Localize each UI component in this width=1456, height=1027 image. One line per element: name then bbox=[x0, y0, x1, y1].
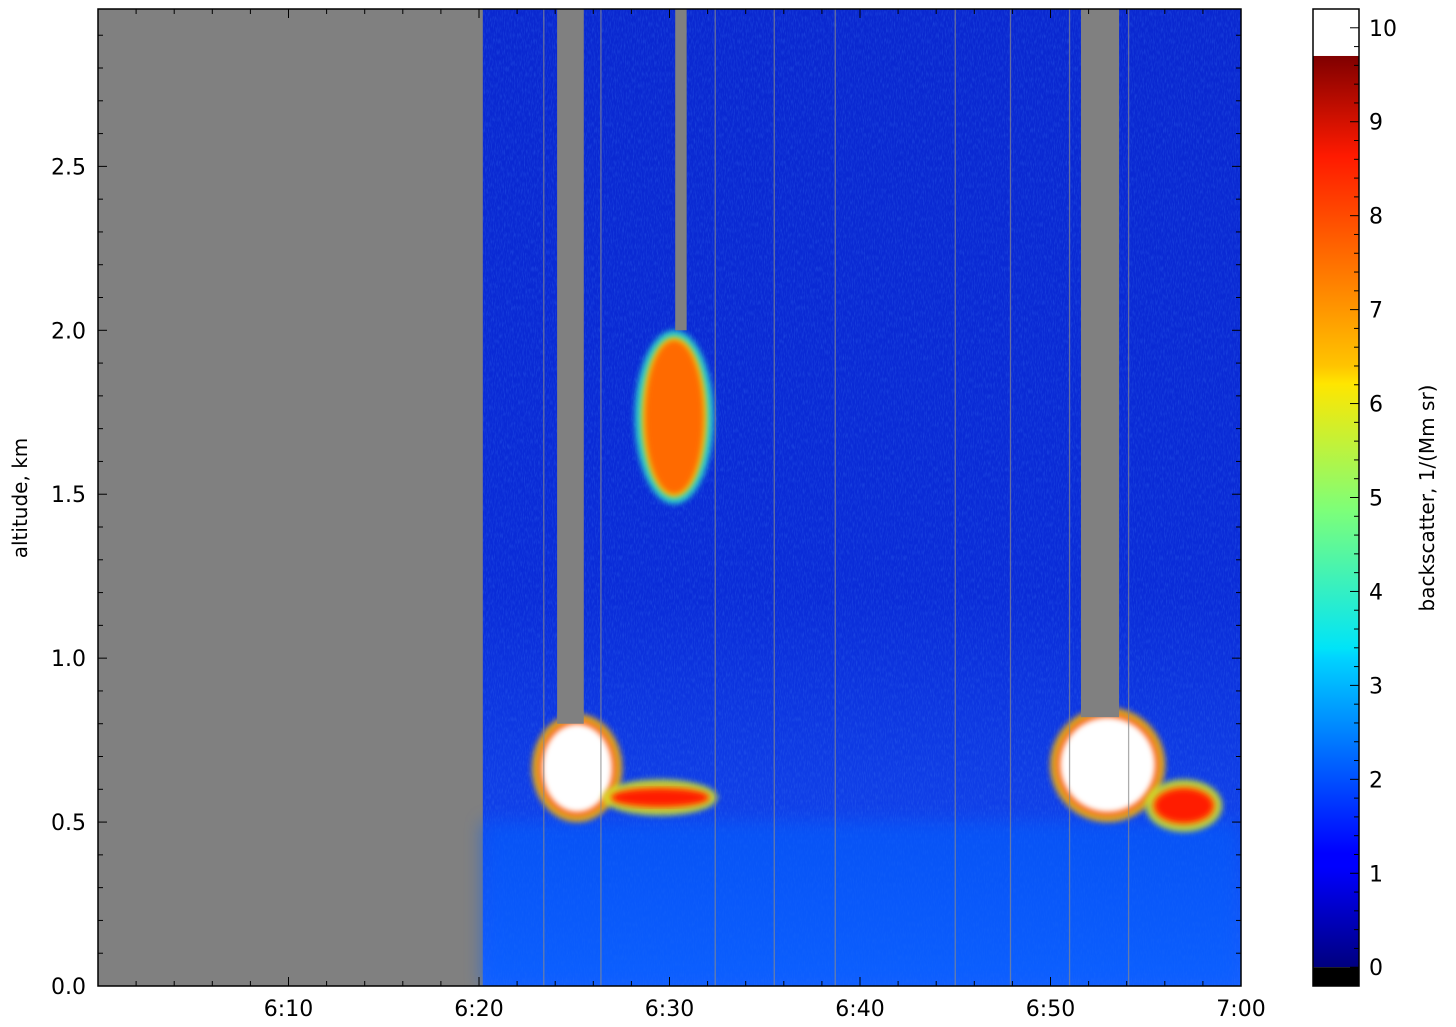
y-tick-label: 1.0 bbox=[51, 647, 86, 672]
y-axis-label: altitude, km bbox=[8, 438, 32, 559]
cloud-region-7 bbox=[1155, 789, 1213, 823]
y-tick-label: 1.5 bbox=[51, 483, 86, 508]
colorbar-tick-label: 1 bbox=[1369, 862, 1383, 887]
colorbar: 0 1 2 3 4 5 6 7 8 9 10 bbox=[1312, 8, 1397, 987]
y-tick-label: 2.5 bbox=[51, 155, 86, 180]
y-axis: 0.0 0.5 1.0 1.5 2.0 2.5 bbox=[51, 34, 1241, 1000]
colorbar-tick-label: 3 bbox=[1369, 674, 1383, 699]
colorbar-tick-label: 7 bbox=[1369, 299, 1383, 324]
plot-area bbox=[98, 9, 1241, 986]
x-tick-label: 6:10 bbox=[264, 997, 313, 1022]
x-tick-label: 7:00 bbox=[1216, 997, 1265, 1022]
colorbar-tick-label: 2 bbox=[1369, 768, 1383, 793]
y-tick-label: 0.5 bbox=[51, 811, 86, 836]
x-tick-label: 6:30 bbox=[645, 997, 694, 1022]
cloud-region-5 bbox=[644, 340, 704, 495]
profile-gaps bbox=[543, 9, 1130, 986]
no-data-column-9 bbox=[675, 9, 687, 331]
x-tick-label: 6:50 bbox=[1026, 997, 1075, 1022]
colorbar-gradient bbox=[1313, 55, 1359, 968]
cloud-region-6 bbox=[1060, 717, 1156, 813]
colorbar-over-swatch bbox=[1313, 9, 1359, 56]
colorbar-tick-label: 0 bbox=[1369, 956, 1383, 981]
x-tick-label: 6:20 bbox=[454, 997, 503, 1022]
y-tick-label: 2.0 bbox=[51, 319, 86, 344]
colorbar-tick-label: 4 bbox=[1369, 580, 1383, 605]
colorbar-tick-label: 5 bbox=[1369, 487, 1383, 512]
no-data-column-8 bbox=[557, 9, 584, 724]
boundary-layer-region bbox=[482, 822, 1241, 986]
regions-layer bbox=[482, 9, 1241, 986]
colorbar-tick-label: 6 bbox=[1369, 393, 1383, 418]
colorbar-tick-label: 9 bbox=[1369, 111, 1383, 136]
x-tick-label: 6:40 bbox=[835, 997, 884, 1022]
cloud-region-3 bbox=[541, 723, 613, 813]
no-data-column-10 bbox=[1080, 9, 1120, 718]
colorbar-label: backscatter, 1/(Mm sr) bbox=[1415, 385, 1439, 612]
colorbar-tick-label: 8 bbox=[1369, 205, 1383, 230]
colorbar-under-swatch bbox=[1313, 967, 1359, 986]
cloud-region-4 bbox=[612, 789, 708, 806]
x-axis: 6:10 6:20 6:30 6:40 6:50 7:00 bbox=[97, 9, 1266, 1022]
colorbar-tick-label: 10 bbox=[1369, 17, 1397, 42]
y-tick-label: 0.0 bbox=[51, 975, 86, 1000]
